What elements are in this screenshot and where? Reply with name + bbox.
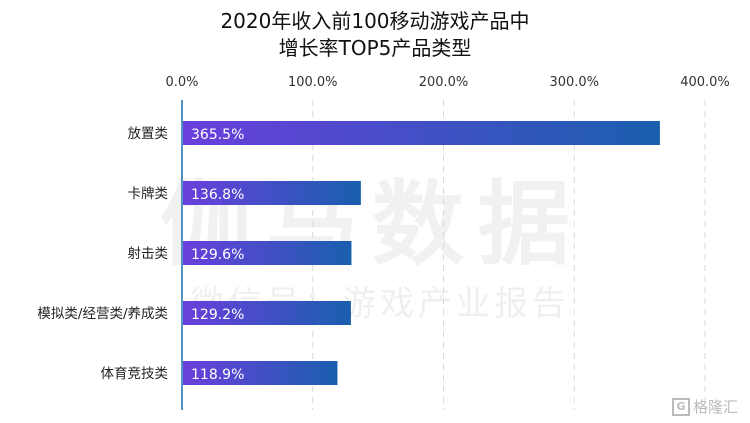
logo-text: 格隆汇: [692, 398, 738, 416]
bar: [183, 301, 351, 325]
bar: [183, 121, 660, 145]
tick-label: 300.0%: [549, 75, 599, 90]
data-label: 129.2%: [191, 307, 244, 323]
tick-label: 200.0%: [419, 75, 469, 90]
data-label: 365.5%: [191, 127, 244, 143]
tick-label: 100.0%: [288, 75, 338, 90]
tick-label: 400.0%: [680, 75, 730, 90]
data-label: 136.8%: [191, 187, 244, 203]
data-label: 118.9%: [191, 367, 244, 383]
data-label: 129.6%: [191, 247, 244, 263]
tick-label: 0.0%: [165, 75, 198, 90]
category-label: 模拟类/经营类/养成类: [37, 306, 168, 322]
bar: [183, 181, 361, 205]
category-label: 卡牌类: [128, 185, 169, 202]
chart-title-line-2: 增长率TOP5产品类型: [278, 36, 472, 60]
bar: [183, 241, 352, 265]
bar: [183, 361, 338, 385]
category-label: 射击类: [128, 246, 169, 262]
category-label: 放置类: [128, 126, 169, 142]
category-label: 体育竞技类: [101, 365, 169, 382]
logo-icon: G: [671, 397, 690, 416]
chart-title-line-1: 2020年收入前100移动游戏产品中: [220, 9, 530, 33]
logo: G 格隆汇: [671, 396, 738, 417]
